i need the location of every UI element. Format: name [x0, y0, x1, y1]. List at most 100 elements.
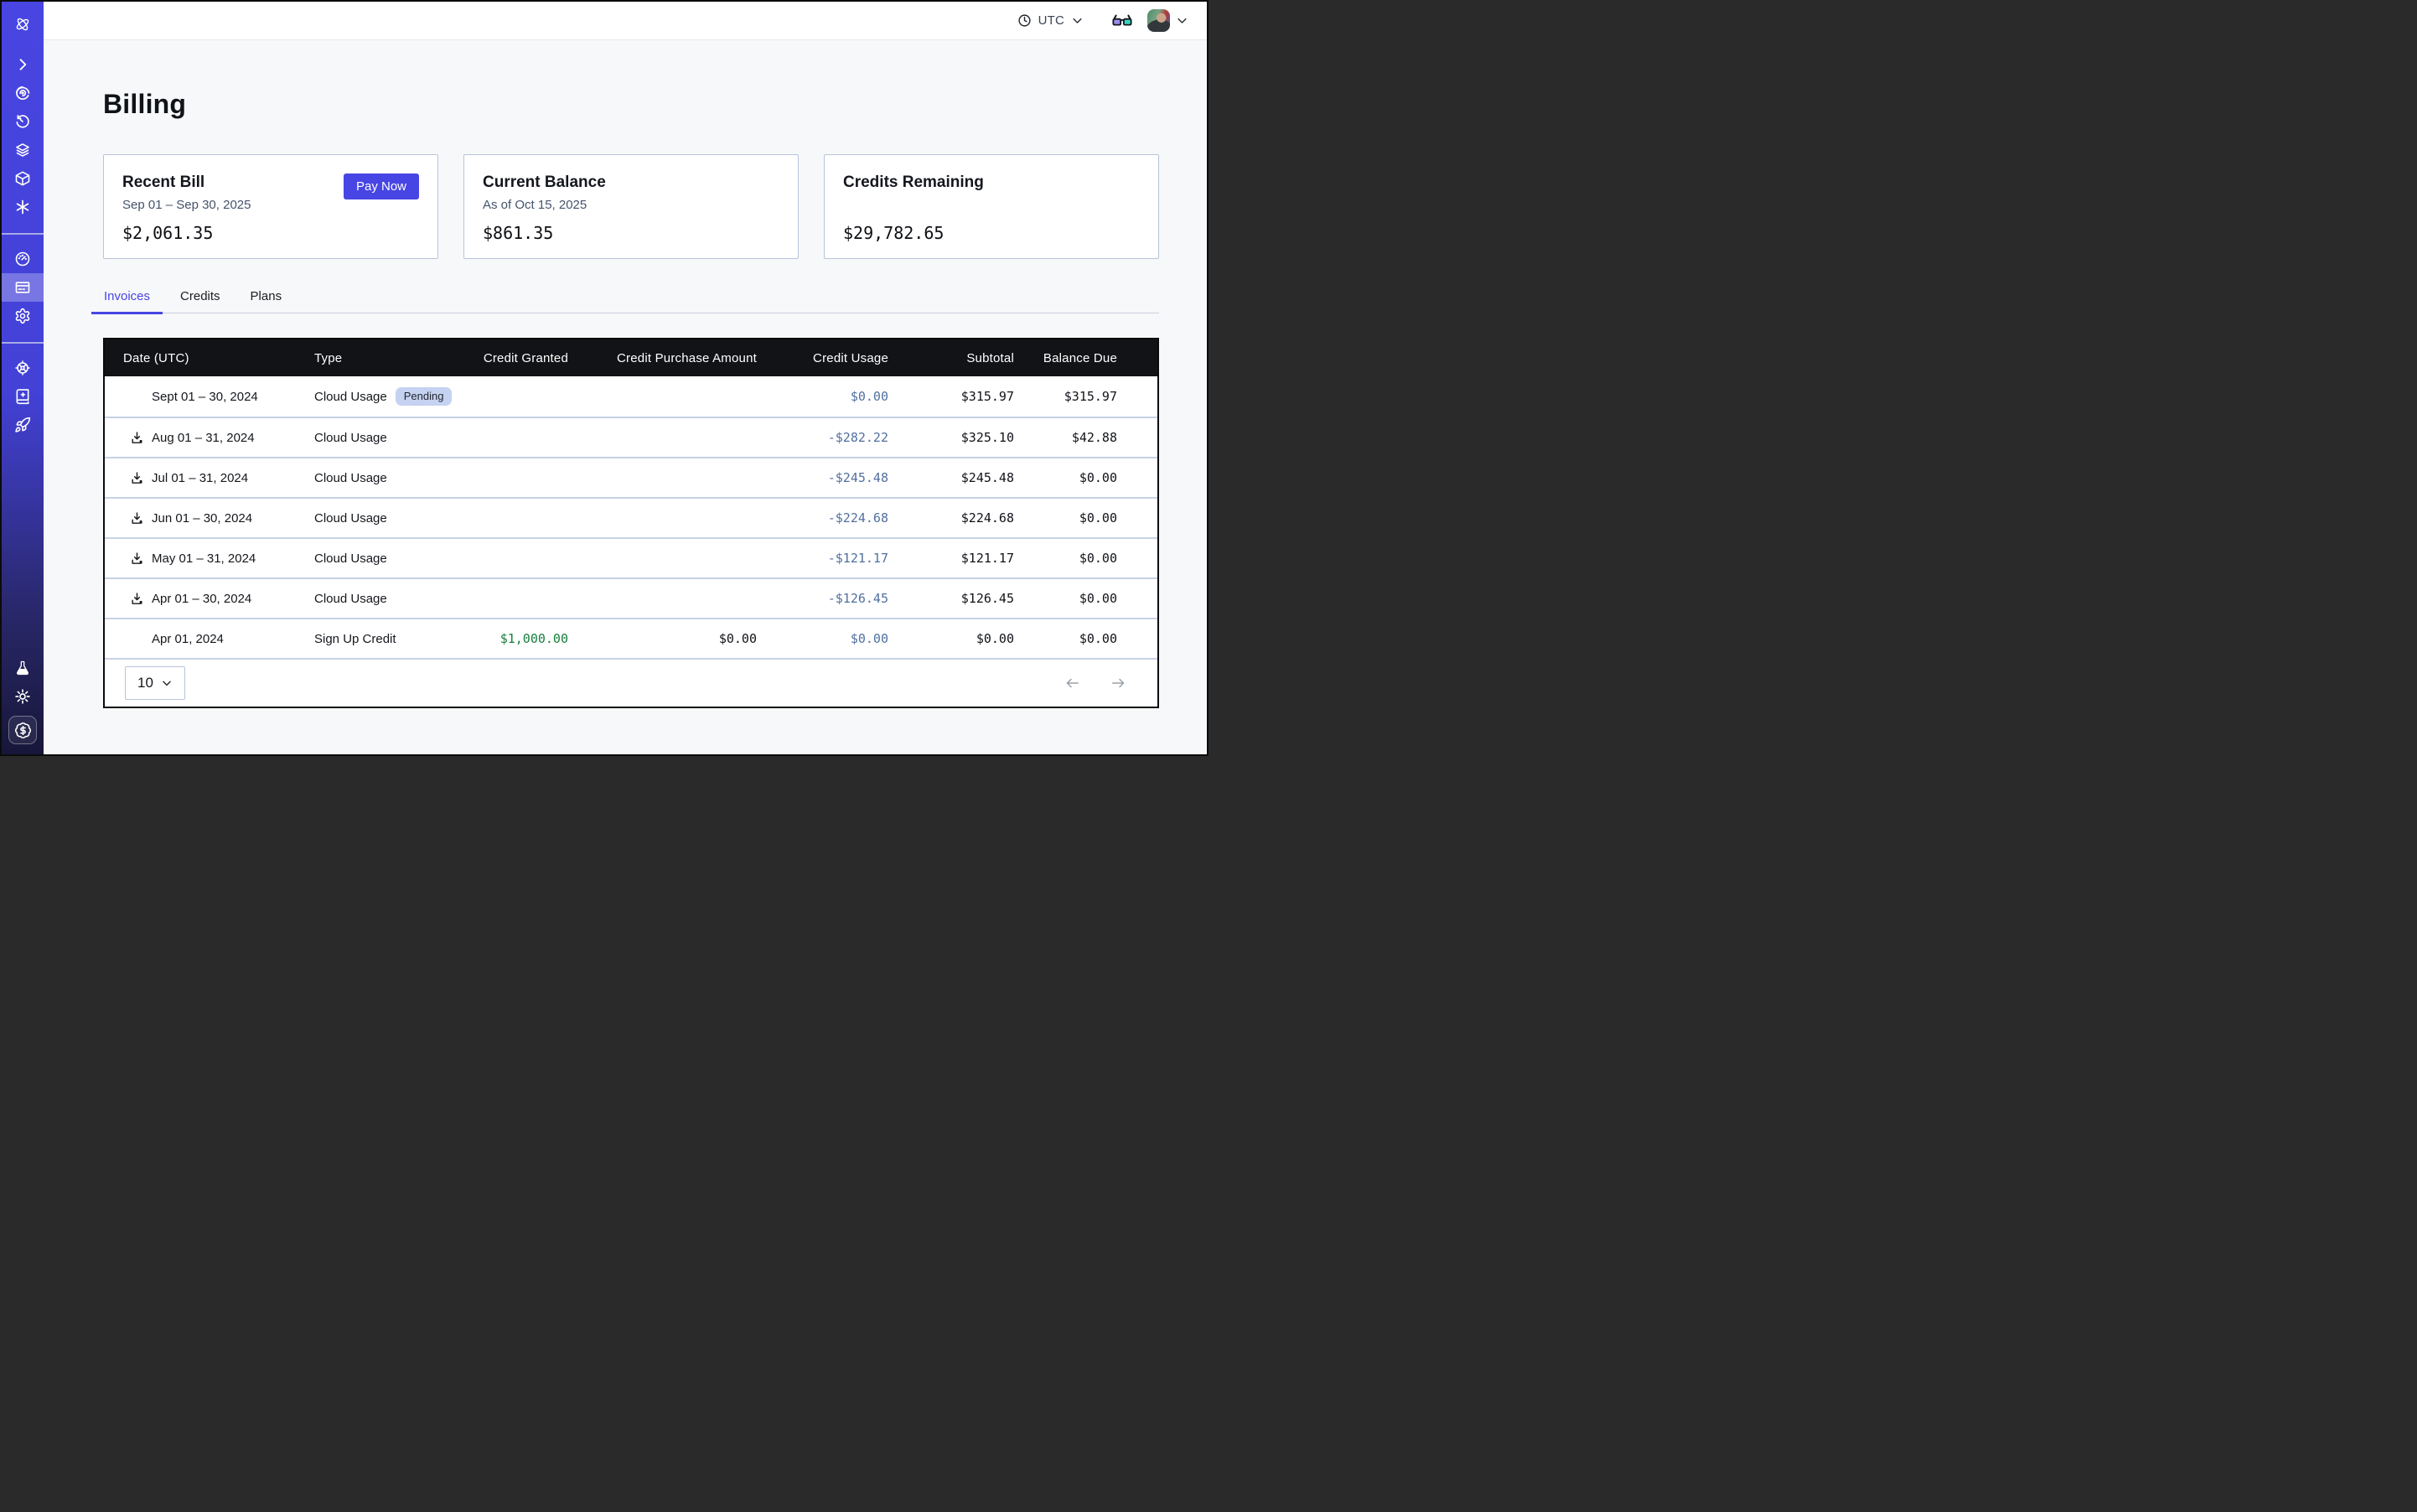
subtotal-value: $121.17: [960, 551, 1014, 566]
timer-icon[interactable]: [2, 107, 44, 136]
pay-now-button[interactable]: Pay Now: [343, 173, 419, 199]
sidebar-divider: [2, 342, 44, 344]
credit-usage-value: -$282.22: [827, 430, 888, 445]
invoice-date-cell: Aug 01 – 31, 2024: [105, 430, 314, 445]
download-invoice-icon: [132, 592, 142, 604]
3d-glasses-icon[interactable]: [1112, 13, 1132, 28]
balance-due-value: $0.00: [1079, 631, 1117, 646]
invoice-type: Cloud Usage: [314, 510, 387, 526]
column-header-date: Date (UTC): [123, 350, 189, 365]
invoice-date: Apr 01 – 30, 2024: [152, 591, 252, 606]
subtotal-value: $126.45: [960, 591, 1014, 606]
credit-usage-value: -$245.48: [827, 470, 888, 485]
subtotal-value: $224.68: [960, 510, 1014, 526]
column-header-credit-usage: Credit Usage: [813, 350, 888, 365]
current-balance-card: Current Balance As of Oct 15, 2025 $861.…: [463, 154, 799, 259]
column-header-credit-granted: Credit Granted: [483, 350, 568, 365]
subtotal-value: $325.10: [960, 430, 1014, 445]
pagination-controls: [1064, 675, 1127, 691]
recent-bill-amount: $2,061.35: [122, 223, 214, 243]
sun-icon[interactable]: [2, 682, 44, 711]
credits-remaining-card: Credits Remaining $29,782.65: [824, 154, 1159, 259]
subtotal-value: $0.00: [976, 631, 1014, 646]
table-header-row: Date (UTC) Type Credit Granted Credit Pu…: [105, 339, 1157, 376]
cube-icon[interactable]: [2, 164, 44, 193]
column-header-type: Type: [314, 350, 343, 365]
flask-icon[interactable]: [2, 654, 44, 682]
layers-icon[interactable]: [2, 136, 44, 164]
column-header-subtotal: Subtotal: [966, 350, 1014, 365]
invoice-type-cell: Cloud Usage: [314, 471, 465, 485]
download-invoice-icon: [132, 511, 142, 524]
download-invoice-icon[interactable]: [130, 591, 144, 606]
invoice-type: Cloud Usage: [314, 551, 387, 566]
chevron-down-icon: [163, 681, 171, 686]
main-content: Billing Recent Bill Sep 01 – Sep 30, 202…: [44, 40, 1207, 754]
recent-bill-card: Recent Bill Sep 01 – Sep 30, 2025 $2,061…: [103, 154, 438, 259]
download-invoice-icon: [132, 471, 142, 484]
invoice-type-cell: Cloud Usage: [314, 551, 465, 566]
credits-reward-button[interactable]: [8, 716, 37, 744]
asterisk-icon[interactable]: [2, 193, 44, 221]
download-invoice-icon[interactable]: [130, 430, 144, 445]
table-row: May 01 – 31, 2024 Cloud Usage -$121.17 $121…: [105, 537, 1157, 577]
invoice-type-cell: Cloud Usage: [314, 592, 465, 606]
balance-due-value: $0.00: [1079, 591, 1117, 606]
account-menu[interactable]: [1147, 9, 1188, 32]
card-subtitle: As of Oct 15, 2025: [483, 198, 587, 212]
rocket-icon[interactable]: [2, 411, 44, 439]
card-title: Credits Remaining: [843, 173, 984, 191]
tab-invoices[interactable]: Invoices: [91, 289, 163, 314]
avatar[interactable]: [1147, 9, 1170, 32]
credit-usage-value: -$126.45: [827, 591, 888, 606]
spiral-icon[interactable]: [2, 79, 44, 107]
invoice-type-cell: Sign Up Credit: [314, 632, 465, 646]
credit-granted-value: $1,000.00: [499, 631, 568, 646]
download-invoice-icon[interactable]: [130, 470, 144, 485]
invoice-type: Cloud Usage: [314, 389, 387, 404]
chevron-down-icon: [1073, 18, 1082, 23]
arrow-left-icon[interactable]: [1064, 675, 1081, 691]
billing-card-icon[interactable]: [2, 273, 44, 302]
invoice-date: Apr 01, 2024: [152, 631, 224, 646]
download-icon-placeholder: [130, 389, 144, 404]
download-icon-placeholder: [130, 631, 144, 646]
table-row: Sept 01 – 30, 2024 Cloud Usage Pending $0.0…: [105, 376, 1157, 417]
book-sparkle-icon[interactable]: [2, 382, 44, 411]
invoice-type: Cloud Usage: [314, 430, 387, 445]
topbar: UTC: [44, 2, 1207, 40]
credit-usage-value: $0.00: [850, 631, 888, 646]
sidebar-divider: [2, 233, 44, 235]
page-size-select[interactable]: 10: [125, 666, 185, 700]
table-row: Jul 01 – 31, 2024 Cloud Usage -$245.48 $245…: [105, 457, 1157, 497]
invoice-date-cell: Apr 01 – 30, 2024: [105, 591, 314, 606]
gear-icon[interactable]: [2, 302, 44, 330]
invoice-type: Cloud Usage: [314, 470, 387, 485]
invoice-type-cell: Cloud Usage: [314, 511, 465, 526]
orbit-logo-icon[interactable]: [2, 10, 44, 39]
invoice-date-cell: Apr 01, 2024: [105, 631, 314, 646]
card-title: Current Balance: [483, 173, 606, 191]
card-subtitle: Sep 01 – Sep 30, 2025: [122, 198, 251, 212]
table-row: Jun 01 – 30, 2024 Cloud Usage -$224.68 $224…: [105, 497, 1157, 537]
tab-plans[interactable]: Plans: [250, 289, 282, 303]
credit-usage-value: -$121.17: [827, 551, 888, 566]
wheel-icon[interactable]: [2, 354, 44, 382]
page-title: Billing: [103, 89, 187, 119]
arrow-right-icon[interactable]: [1110, 675, 1127, 691]
tab-credits[interactable]: Credits: [180, 289, 220, 303]
chevron-right-icon[interactable]: [2, 50, 44, 79]
balance-due-value: $315.97: [1064, 389, 1117, 404]
billing-summary-cards: Recent Bill Sep 01 – Sep 30, 2025 $2,061…: [103, 154, 1159, 259]
download-invoice-icon[interactable]: [130, 551, 144, 566]
table-row: Apr 01 – 30, 2024 Cloud Usage -$126.45 $126…: [105, 577, 1157, 618]
sidebar-spacer: [2, 439, 44, 654]
invoice-date: Aug 01 – 31, 2024: [152, 430, 255, 445]
credits-remaining-amount: $29,782.65: [843, 223, 945, 243]
gauge-icon[interactable]: [2, 245, 44, 273]
timezone-selector[interactable]: UTC: [1017, 13, 1084, 28]
table-footer: 10: [105, 658, 1157, 707]
table-row: Apr 01, 2024 Sign Up Credit $1,000.00 $0.00…: [105, 618, 1157, 658]
download-invoice-icon[interactable]: [130, 510, 144, 526]
subtotal-value: $245.48: [960, 470, 1014, 485]
